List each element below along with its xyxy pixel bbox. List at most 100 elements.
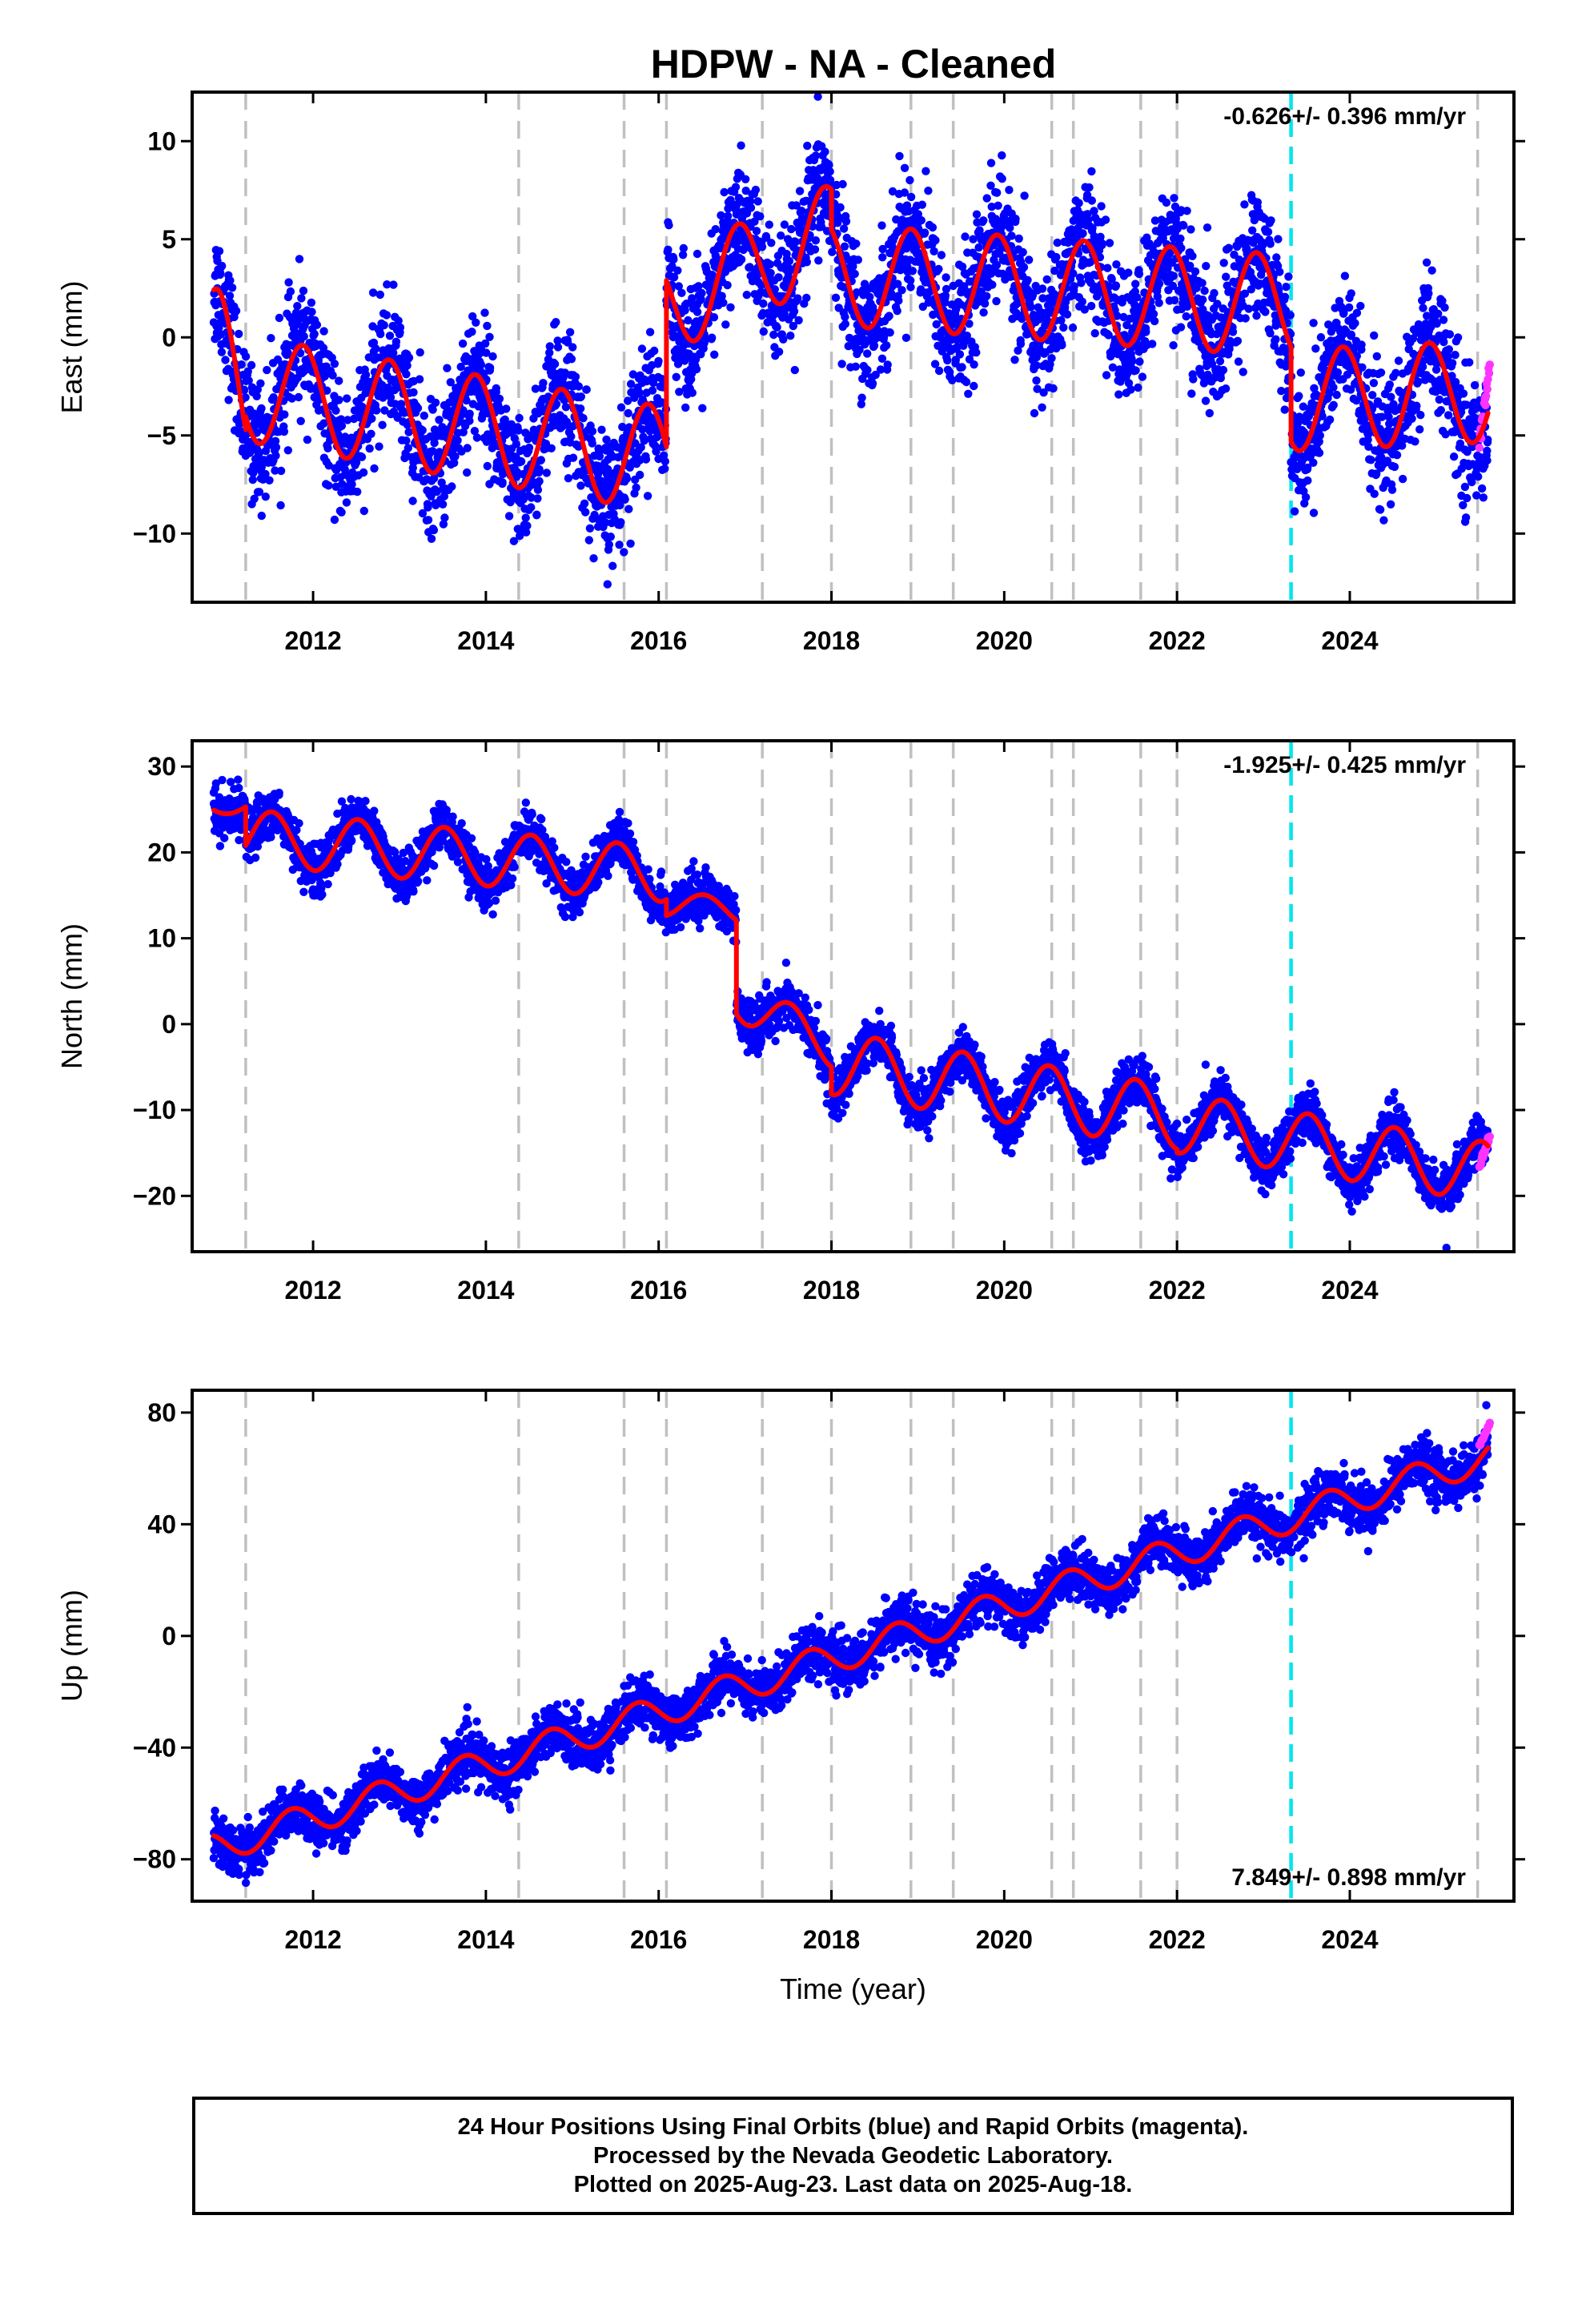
east-data-point: [1459, 389, 1468, 398]
east-data-point: [536, 456, 545, 464]
east-data-point: [294, 392, 303, 402]
east-data-point: [1275, 267, 1284, 276]
east-data-point: [296, 416, 305, 425]
east-data-point: [1114, 390, 1123, 399]
east-data-point: [972, 210, 982, 219]
east-data-point: [693, 249, 702, 259]
north-data-point: [299, 887, 308, 897]
east-data-point: [1472, 491, 1481, 500]
east-data-point: [303, 435, 312, 444]
east-data-point: [255, 488, 264, 497]
east-data-point: [218, 261, 227, 271]
east-data-point: [785, 256, 794, 266]
east-data-point: [1228, 328, 1238, 336]
east-data-point: [774, 348, 784, 356]
east-data-point: [900, 163, 909, 172]
east-data-point: [1363, 430, 1373, 439]
east-data-point: [892, 215, 901, 224]
east-data-point: [521, 513, 530, 522]
east-data-point: [1069, 269, 1078, 278]
east-data-point: [1130, 300, 1139, 309]
east-data-point: [576, 392, 585, 401]
north-data-point: [347, 836, 356, 845]
east-data-point: [514, 426, 523, 435]
east-data-point: [438, 500, 448, 509]
east-data-point: [597, 425, 606, 434]
east-data-point: [535, 464, 544, 474]
north-data-point: [295, 818, 303, 828]
east-data-point: [582, 385, 591, 394]
east-data-point: [1438, 296, 1447, 305]
east-data-point: [502, 404, 511, 413]
east-data-point: [1049, 384, 1058, 393]
east-data-point: [1447, 372, 1456, 380]
east-data-point: [568, 422, 577, 431]
east-data-point: [953, 336, 962, 344]
east-data-point: [1372, 469, 1381, 478]
north-data-point: [220, 834, 229, 842]
east-data-point: [774, 273, 783, 282]
east-data-point: [1368, 391, 1377, 400]
east-data-point: [765, 220, 773, 229]
east-data-point: [1461, 513, 1471, 522]
east-data-point: [897, 286, 906, 295]
east-data-point: [1182, 312, 1191, 321]
east-data-point: [908, 267, 917, 275]
east-data-point: [726, 195, 735, 204]
east-data-point: [470, 427, 480, 436]
north-data-point: [235, 835, 243, 845]
east-data-point: [1132, 293, 1142, 302]
east-data-point: [970, 360, 978, 369]
east-data-point: [601, 518, 610, 527]
east-data-point: [480, 308, 489, 317]
east-data-point: [794, 316, 803, 325]
east-data-point: [571, 372, 580, 381]
east-data-point: [1392, 451, 1402, 460]
east-xtick-label: 2014: [457, 626, 514, 655]
east-data-point: [1058, 340, 1066, 350]
east-data-point: [688, 294, 697, 303]
east-data-point: [878, 244, 887, 254]
east-data-point: [731, 183, 741, 191]
east-data-point: [982, 292, 991, 300]
east-data-point: [1187, 389, 1196, 398]
east-data-point: [1149, 309, 1158, 319]
east-data-point: [857, 393, 866, 402]
east-data-point: [1090, 207, 1098, 215]
east-data-point: [509, 537, 519, 545]
east-data-point: [1394, 356, 1403, 365]
east-ytick-label: 0: [162, 323, 176, 352]
panel-east: 2012 2014 2016 2018 2020 2022 20241050−5−10Eas…: [55, 90, 1525, 655]
east-data-point: [863, 365, 872, 375]
east-data-point: [652, 447, 661, 456]
east-data-point: [1332, 390, 1341, 400]
east-data-point: [261, 469, 270, 479]
east-data-point: [522, 528, 531, 537]
east-data-point: [737, 141, 745, 150]
east-data-point: [589, 554, 598, 563]
east-data-point: [402, 370, 411, 379]
east-data-point: [389, 280, 398, 289]
east-data-point: [357, 452, 367, 461]
east-data-point: [1414, 377, 1423, 386]
east-data-point: [825, 160, 833, 170]
east-data-point: [961, 232, 970, 241]
east-data-point: [1153, 292, 1162, 301]
east-data-point: [1200, 286, 1209, 296]
east-data-point: [1453, 333, 1463, 342]
east-data-point: [1280, 292, 1290, 301]
east-data-point: [1483, 456, 1492, 465]
east-data-point: [307, 308, 316, 316]
east-data-point: [424, 516, 433, 525]
east-data-point: [955, 350, 965, 359]
east-data-point: [391, 337, 401, 346]
east-data-point: [1411, 437, 1419, 446]
east-data-point: [283, 446, 292, 455]
east-data-point: [1198, 279, 1207, 287]
east-data-point: [691, 355, 701, 364]
east-data-point: [552, 400, 561, 408]
east-data-point: [838, 179, 847, 189]
east-data-point: [965, 320, 974, 328]
east-data-point: [719, 298, 728, 308]
east-data-point: [550, 360, 560, 368]
